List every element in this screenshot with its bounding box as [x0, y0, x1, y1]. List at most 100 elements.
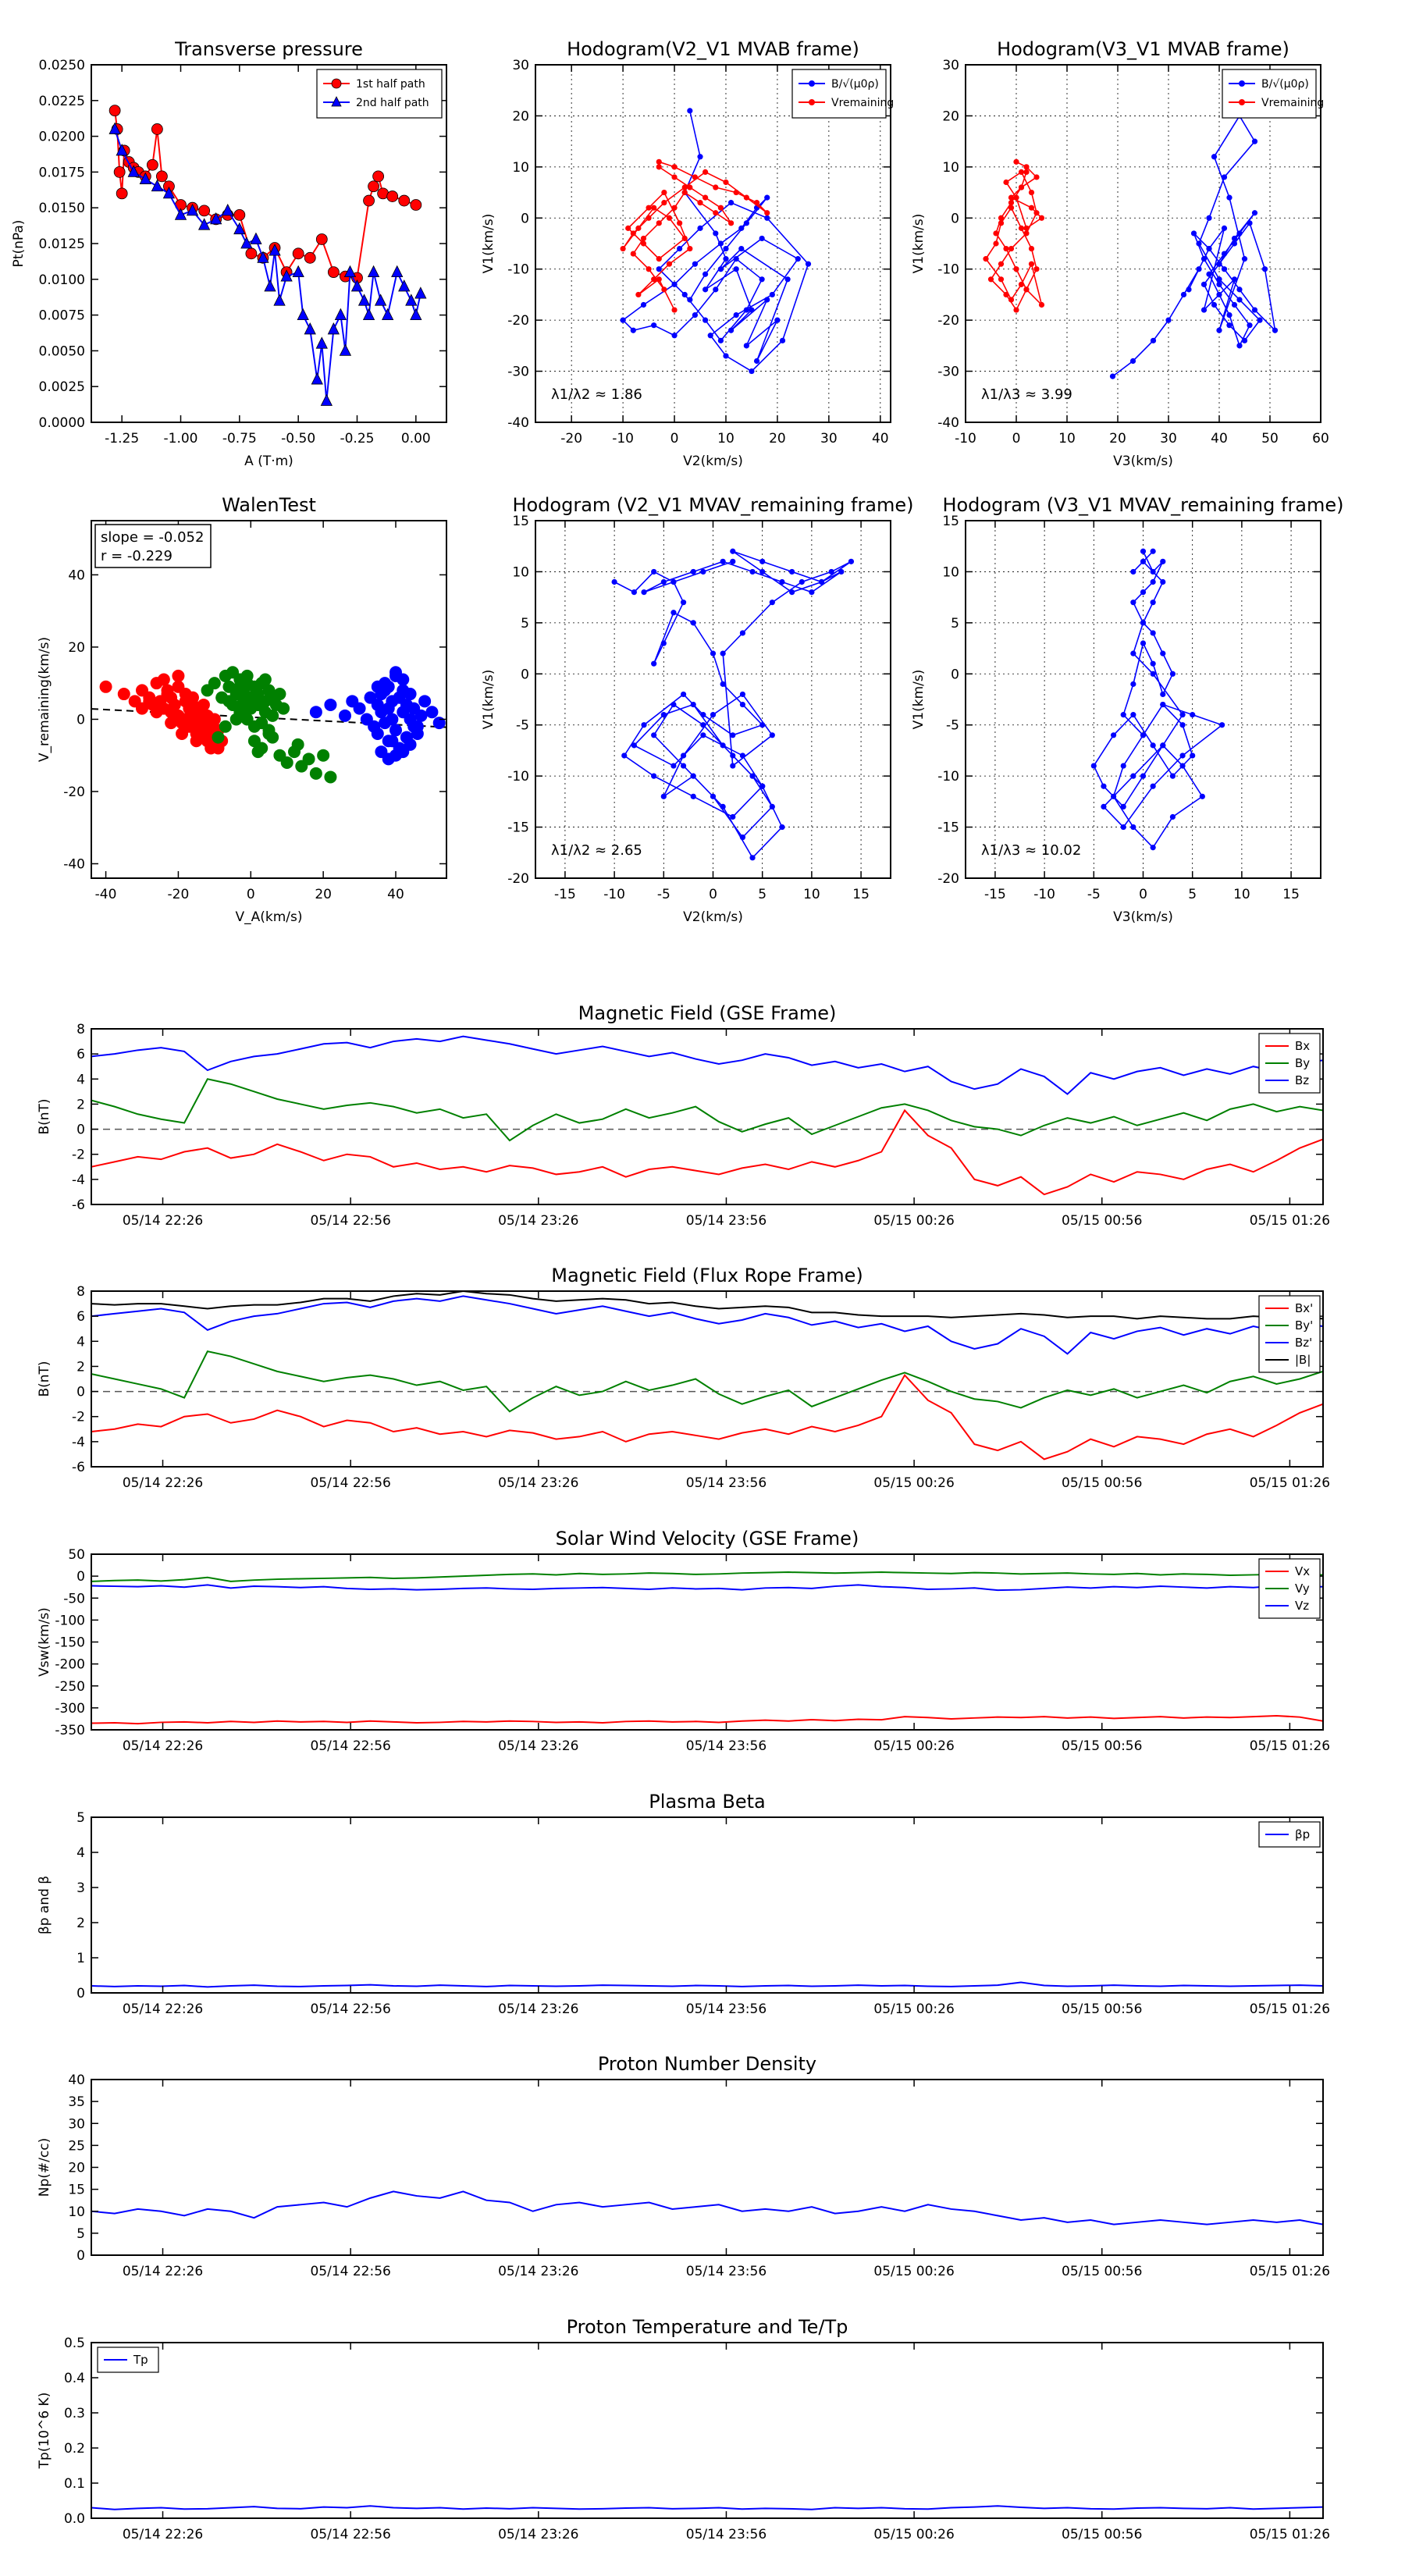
data-point [630, 251, 636, 257]
data-point [720, 681, 726, 687]
data-point [1200, 256, 1208, 262]
legend-label: |B| [1295, 1353, 1311, 1367]
data-point [690, 793, 696, 799]
chart-np: 05/14 22:26 05/14 22:56 05/14 23:26 05/14 2… [37, 2053, 1330, 2279]
data-point [1211, 301, 1218, 308]
data-point [1160, 650, 1166, 656]
data-point [656, 220, 662, 226]
y-tick-label: 0 [521, 667, 529, 682]
data-point [414, 709, 428, 722]
data-point [743, 343, 749, 349]
legend-box [791, 69, 887, 119]
data-point [151, 123, 163, 135]
data-point [809, 589, 815, 596]
y-tick-label: -30 [507, 365, 529, 380]
data-point [759, 558, 766, 564]
x-tick-label: 50 [1261, 431, 1279, 447]
x-tick-label: 05/14 23:26 [498, 2527, 578, 2542]
data-point [713, 210, 719, 216]
series-line--b- [91, 1291, 1323, 1320]
x-tick-label: 05/15 00:26 [873, 1738, 954, 1754]
legend-label: B/√(μ0ρ) [1261, 78, 1309, 91]
data-point [108, 122, 121, 134]
data-point [1013, 266, 1019, 272]
y-tick-label: 20 [942, 109, 959, 124]
data-point [710, 793, 717, 799]
data-point [656, 276, 662, 283]
data-point [692, 174, 699, 180]
plot-area [91, 2190, 1323, 2226]
series-line [985, 161, 1043, 311]
plot-area [983, 112, 1279, 379]
y-tick-label: -10 [507, 769, 529, 785]
y-tick-label: 0.0225 [39, 94, 85, 109]
data-point [700, 722, 706, 728]
data-point [635, 225, 642, 231]
chart-title: Magnetic Field (GSE Frame) [578, 1002, 837, 1024]
data-point [998, 215, 1005, 221]
x-tick-label: 05/15 01:26 [1250, 2264, 1330, 2279]
y-tick-label: 2 [76, 1097, 85, 1112]
y-tick-label: -20 [937, 871, 959, 887]
data-point [764, 297, 770, 303]
x-tick-label: 05/14 23:26 [498, 2001, 578, 2017]
data-point [730, 763, 736, 769]
legend-label: Vremaining [831, 97, 894, 109]
data-point [1018, 184, 1025, 190]
data-point [690, 568, 696, 575]
data-point [702, 286, 709, 293]
data-point [680, 763, 687, 769]
data-point [656, 164, 662, 170]
data-point [1216, 291, 1222, 298]
data-point [174, 208, 187, 220]
data-point [690, 773, 696, 779]
data-point [99, 680, 112, 693]
data-point [334, 308, 347, 321]
y-tick-label: -15 [507, 820, 529, 836]
y-axis-label: V1(km/s) [911, 214, 927, 274]
data-point [697, 154, 703, 160]
data-point [117, 688, 130, 701]
data-point [717, 337, 724, 343]
x-tick-label: 05/14 23:56 [686, 1738, 767, 1754]
data-point [386, 713, 399, 726]
data-point [848, 558, 855, 564]
data-point [727, 220, 735, 226]
data-point [720, 803, 726, 809]
data-point [1023, 225, 1030, 231]
x-tick-label: 05/14 23:56 [686, 1475, 767, 1491]
data-point [759, 568, 766, 575]
y-tick-label: 0 [76, 2248, 85, 2264]
y-axis-label: V1(km/s) [481, 214, 496, 274]
data-point [611, 578, 617, 585]
data-point [353, 702, 366, 715]
data-point [1028, 261, 1035, 267]
data-point [1140, 548, 1147, 554]
data-point [233, 208, 246, 221]
chart-title: Proton Temperature and Te/Tp [567, 2316, 848, 2338]
data-point [1008, 297, 1015, 303]
chart-mag_gse: 05/14 22:26 05/14 22:56 05/14 23:26 05/14 2… [37, 1002, 1330, 1229]
series-0 [1090, 548, 1225, 851]
data-point [432, 717, 446, 730]
data-point [1003, 179, 1009, 186]
x-tick-label: 05/15 00:56 [1062, 1213, 1142, 1229]
data-point [680, 600, 687, 606]
data-point [1130, 650, 1136, 656]
legend-box [1222, 69, 1317, 119]
data-point [1033, 210, 1040, 216]
data-point [651, 322, 657, 329]
plot-area [91, 2505, 1323, 2510]
data-point [838, 568, 845, 575]
data-point [651, 568, 657, 575]
series-line-bz- [91, 1295, 1323, 1355]
y-tick-label: 4 [76, 1845, 85, 1861]
series-line-tp [91, 2505, 1323, 2510]
data-point [1150, 660, 1156, 667]
data-point [661, 189, 667, 196]
data-point [398, 194, 411, 207]
x-tick-label: 30 [1160, 431, 1177, 447]
data-point [315, 233, 328, 245]
data-point [1169, 671, 1176, 677]
data-point [670, 701, 677, 708]
